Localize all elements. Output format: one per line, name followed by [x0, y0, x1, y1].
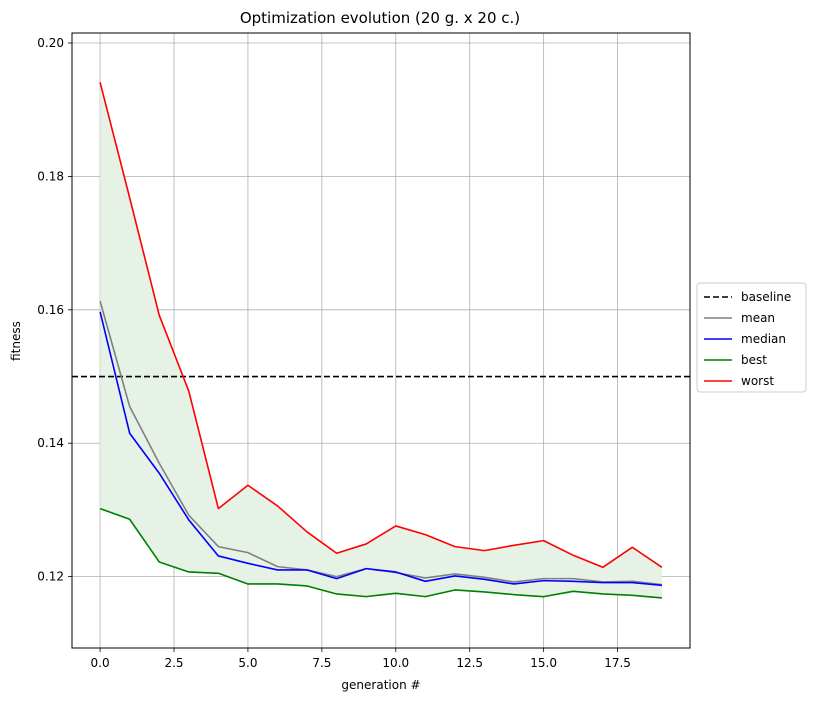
series-line-best: [99, 507, 662, 599]
x-tick-label: 17.5: [604, 656, 631, 670]
legend-label-mean: mean: [741, 311, 775, 325]
y-tick-label: 0.20: [37, 36, 64, 50]
y-tick-label: 0.14: [37, 436, 64, 450]
best-worst-range-fill: [100, 82, 662, 598]
x-tick-label: 0.0: [91, 656, 110, 670]
legend-label-best: best: [741, 353, 767, 367]
legend-frame: [696, 282, 807, 393]
x-tick-label: 2.5: [164, 656, 183, 670]
legend: baseline mean median best worst: [696, 282, 807, 393]
series-line-worst: [99, 82, 663, 569]
x-tick-label: 12.5: [456, 656, 483, 670]
series-lines: [99, 82, 663, 599]
y-axis: 0.12 0.14 0.16 0.18 0.20: [37, 36, 72, 584]
x-axis: 0.0 2.5 5.0 7.5 10.0 12.5 15.0 17.5: [91, 648, 631, 670]
y-tick-label: 0.16: [37, 303, 64, 317]
y-tick-label: 0.18: [37, 169, 64, 183]
legend-label-baseline: baseline: [741, 290, 791, 304]
plot-frame: [71, 32, 691, 649]
series-line-median: [99, 311, 662, 587]
x-tick-label: 10.0: [382, 656, 409, 670]
x-tick-label: 7.5: [312, 656, 331, 670]
chart-title: Optimization evolution (20 g. x 20 c.): [240, 9, 520, 27]
y-axis-label: fitness: [9, 321, 23, 361]
plot-area: [71, 32, 691, 649]
x-axis-label: generation #: [341, 678, 420, 692]
x-tick-label: 15.0: [530, 656, 557, 670]
legend-label-worst: worst: [741, 374, 774, 388]
x-tick-label: 5.0: [238, 656, 257, 670]
y-tick-label: 0.12: [37, 570, 64, 584]
legend-label-median: median: [741, 332, 786, 346]
